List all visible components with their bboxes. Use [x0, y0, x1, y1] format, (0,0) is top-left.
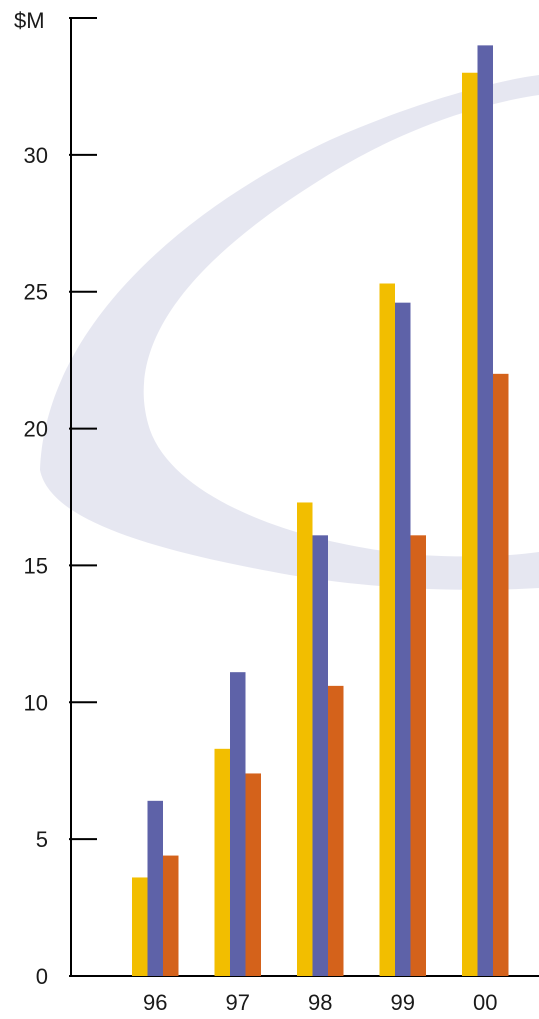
y-tick-label: 10 [24, 690, 48, 715]
x-tick-label: 96 [143, 990, 167, 1015]
y-tick-label: 30 [24, 143, 48, 168]
y-tick-label: 0 [36, 964, 48, 989]
y-axis-unit-label: $M [14, 8, 45, 33]
watermark-swoosh-icon [40, 75, 539, 590]
bar-97-series-1 [214, 748, 230, 976]
bar-96-series-2 [147, 800, 163, 976]
y-ticks: 0 5 10 15 20 25 30 [24, 17, 97, 989]
x-tick-label: 00 [473, 990, 497, 1015]
bar-98-series-2 [312, 535, 328, 976]
y-tick-label: 15 [24, 553, 48, 578]
y-tick-label: 5 [36, 827, 48, 852]
bar-00-series-3 [493, 373, 509, 976]
bar-96-series-3 [163, 855, 179, 976]
x-tick-label: 98 [308, 990, 332, 1015]
y-tick-label: 25 [24, 280, 48, 305]
x-tick-label: 99 [391, 990, 415, 1015]
bar-96-series-1 [132, 877, 148, 976]
bar-00-series-2 [477, 45, 493, 976]
bar-99-series-2 [395, 302, 411, 977]
bar-98-series-3 [328, 685, 344, 976]
bar-98-series-1 [297, 502, 313, 976]
bars [132, 45, 509, 977]
bar-99-series-3 [410, 535, 426, 976]
bar-97-series-3 [245, 773, 261, 976]
bar-99-series-1 [379, 283, 395, 976]
bar-00-series-1 [462, 72, 478, 976]
bar-97-series-2 [230, 672, 246, 976]
x-tick-labels: 96 97 98 99 00 [143, 990, 497, 1015]
y-tick-label: 20 [24, 417, 48, 442]
x-tick-label: 97 [226, 990, 250, 1015]
